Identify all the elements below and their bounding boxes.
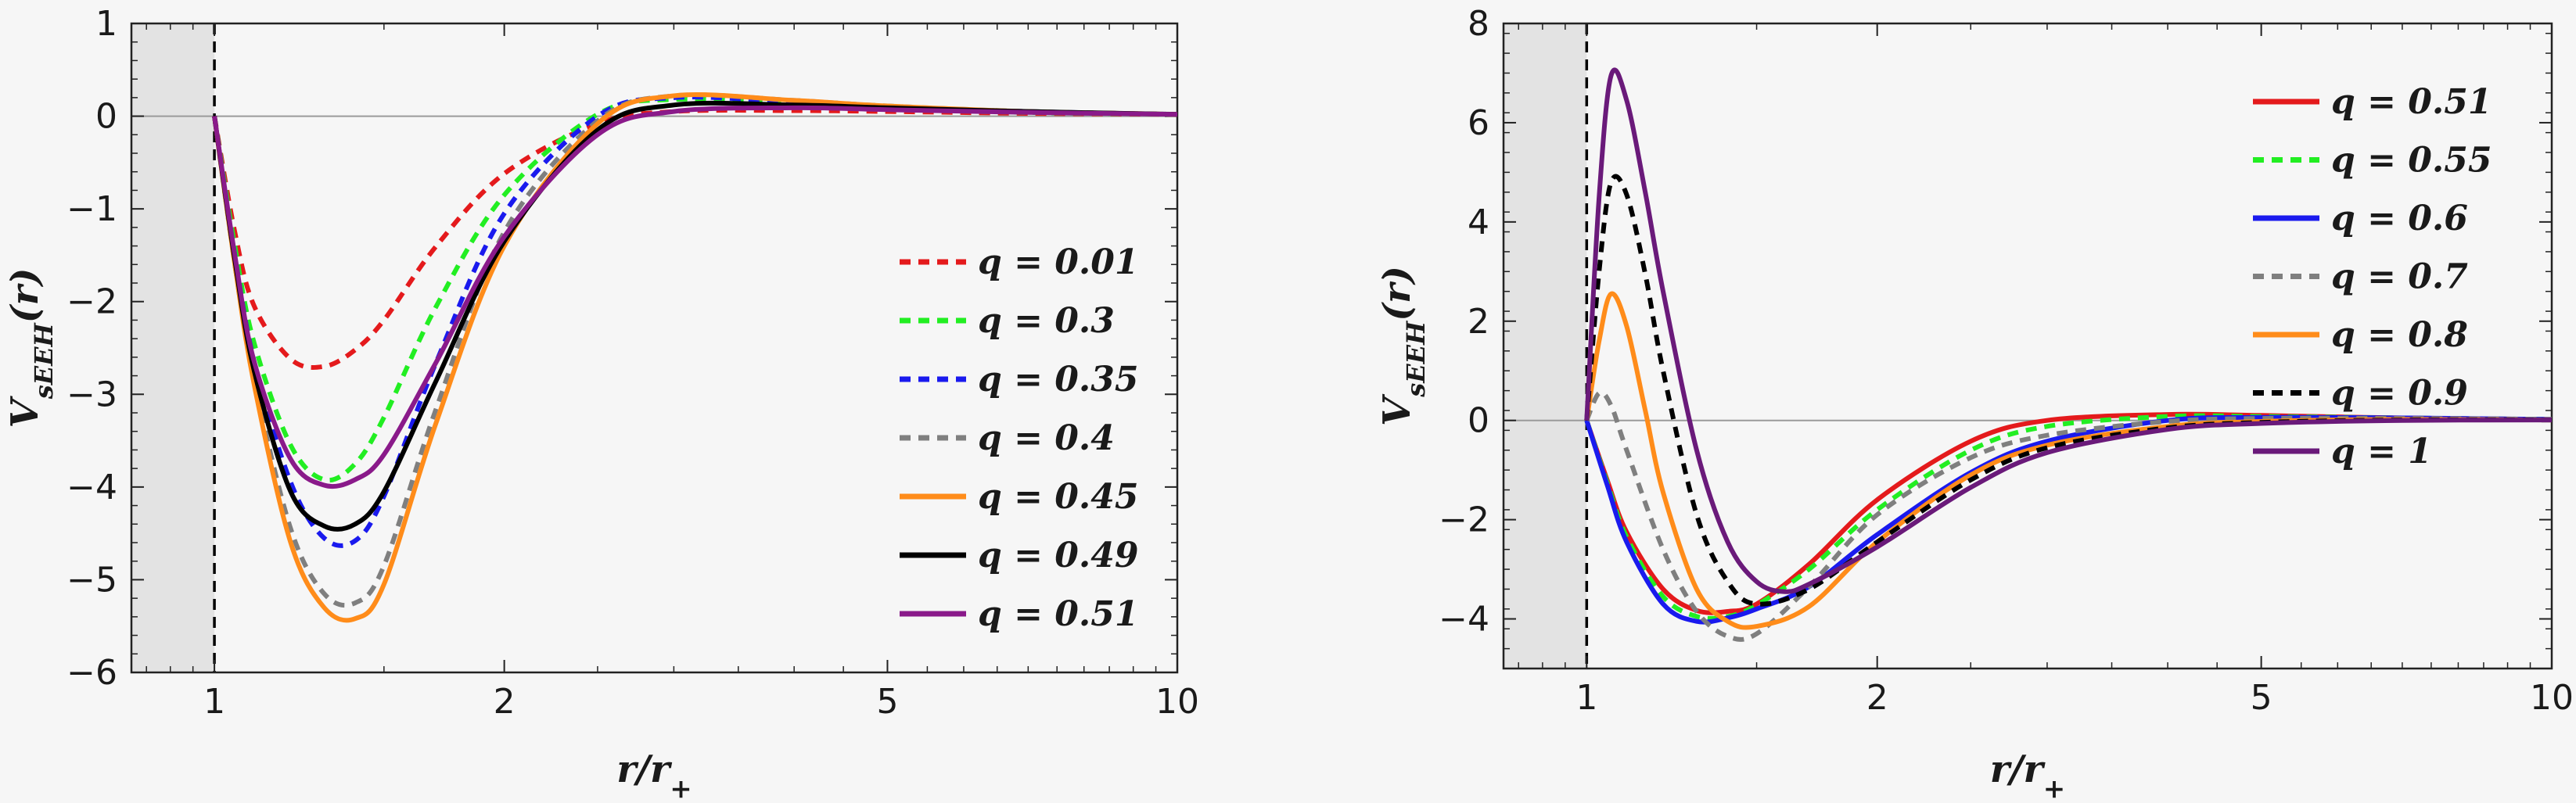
x-tick-label: 5 (876, 682, 898, 722)
y-tick-label: 2 (1468, 302, 1489, 342)
y-tick-label: 1 (95, 4, 117, 44)
x-tick-label: 1 (1575, 678, 1597, 718)
series-line-7 (1584, 67, 2552, 594)
y-axis-label: VsEEH(r) (1375, 266, 1431, 426)
y-tick-label: 6 (1468, 103, 1489, 143)
x-tick-label: 5 (2251, 678, 2272, 718)
legend-entry: q = 0.49 (978, 536, 1138, 575)
legend-entry: q = 0.3 (978, 301, 1115, 341)
x-tick-label: 2 (1866, 678, 1888, 718)
y-tick-label: −4 (1439, 600, 1489, 640)
legend-entry: q = 0.4 (978, 418, 1115, 458)
plot-frame (130, 22, 1179, 674)
plot-frame (1502, 22, 2553, 670)
legend-entry: q = 0.55 (2331, 141, 2492, 181)
y-tick-label: 0 (1468, 401, 1489, 441)
y-axis-label: VsEEH(r) (3, 268, 59, 428)
legend-entry: q = 0.51 (978, 594, 1138, 634)
series-line-6 (1584, 174, 2552, 607)
y-tick-label: −5 (66, 560, 117, 600)
legend-entry: q = 0.01 (978, 242, 1138, 282)
legend-entry: q = 0.45 (978, 477, 1138, 517)
legend-entry: q = 0.7 (2331, 257, 2468, 297)
y-tick-label: 4 (1468, 203, 1489, 242)
y-tick-label: −6 (66, 653, 117, 693)
legend-entry: q = 0.9 (2331, 374, 2468, 414)
series-line-3 (1584, 414, 2552, 625)
legend-entry: q = 0.8 (2331, 315, 2468, 355)
x-tick-label: 10 (2530, 678, 2574, 718)
horizon-shaded-region (1504, 23, 1587, 669)
y-tick-label: −3 (66, 375, 117, 414)
series-line-4 (1584, 390, 2552, 642)
series-group (212, 91, 1177, 623)
series-group (1584, 67, 2552, 642)
horizon-shaded-region (131, 23, 215, 672)
legend-entry: q = 0.6 (2331, 199, 2468, 238)
y-tick-label: 0 (95, 97, 117, 137)
legend-entry: q = 1 (2331, 432, 2432, 471)
y-tick-label: −1 (66, 189, 117, 229)
y-tick-label: −2 (66, 282, 117, 322)
x-tick-label: 2 (494, 682, 516, 722)
y-tick-label: −4 (66, 468, 117, 507)
series-line-7 (212, 105, 1177, 489)
legend-entry: q = 0.51 (2331, 82, 2492, 122)
y-tick-label: −2 (1439, 500, 1489, 540)
x-tick-label: 10 (1155, 682, 1199, 722)
y-tick-label: 8 (1468, 4, 1489, 44)
x-tick-label: 1 (203, 682, 225, 722)
legend-entry: q = 0.35 (978, 360, 1138, 400)
